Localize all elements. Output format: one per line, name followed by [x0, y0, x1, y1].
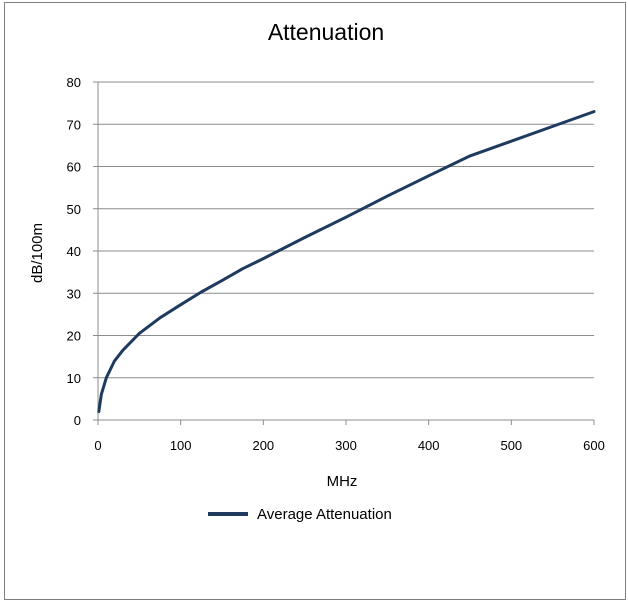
y-tick-label: 50: [67, 202, 81, 217]
y-tick-label: 70: [67, 117, 81, 132]
y-tick-label: 30: [67, 286, 81, 301]
y-tick-label: 20: [67, 329, 81, 344]
legend: Average Attenuation: [208, 506, 392, 523]
x-tick-label: 500: [500, 438, 522, 453]
x-tick-label: 0: [94, 438, 101, 453]
gridlines: [93, 81, 594, 421]
y-tick-label: 80: [67, 75, 81, 90]
chart-title: Attenuation: [268, 19, 384, 45]
series-line-average-attenuation: [97, 110, 596, 414]
x-axis-label: MHz: [327, 473, 358, 490]
x-tick-label: 200: [252, 438, 274, 453]
y-axis-label: dB/100m: [29, 223, 46, 283]
x-tick-label: 300: [335, 438, 357, 453]
x-tick-label: 100: [170, 438, 192, 453]
x-tick-label: 600: [583, 438, 605, 453]
y-tick-label: 40: [67, 244, 81, 259]
y-axis-ticks: 0 10 20 30 40 50 60 70 80: [67, 75, 81, 428]
y-tick-label: 60: [67, 160, 81, 175]
y-tick-label: 10: [67, 371, 81, 386]
x-tick-label: 400: [418, 438, 440, 453]
x-axis-ticks: 0 100 200 300 400 500 600: [94, 420, 605, 453]
legend-label-average-attenuation: Average Attenuation: [257, 506, 392, 523]
chart-frame: [4, 2, 626, 600]
y-tick-label: 0: [74, 413, 81, 428]
